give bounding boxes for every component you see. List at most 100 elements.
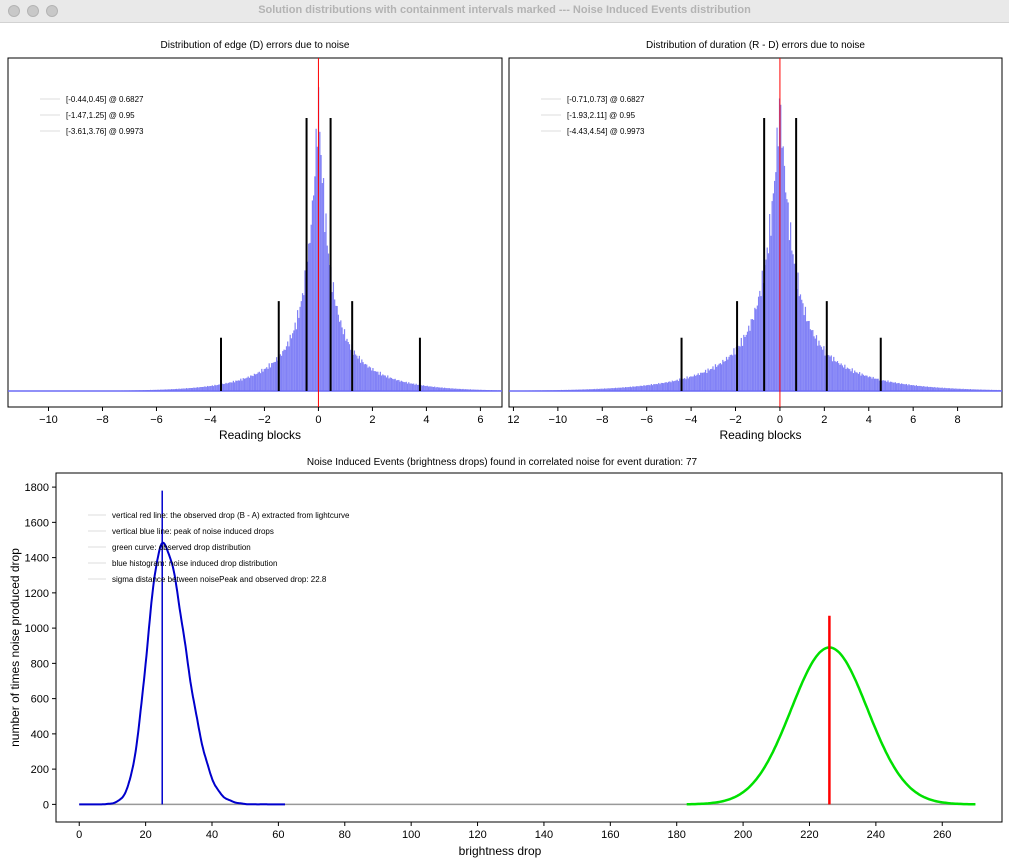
histogram-bin — [849, 369, 851, 391]
histogram-bin — [168, 389, 170, 391]
histogram-bin — [798, 296, 800, 391]
histogram-bin — [236, 380, 238, 391]
x-tick-label: −10 — [39, 414, 58, 426]
histogram-bin — [711, 368, 713, 391]
histogram-bin — [469, 389, 472, 391]
histogram-bin — [698, 375, 701, 391]
histogram-bin — [607, 388, 609, 391]
histogram-bin — [439, 387, 441, 391]
histogram-bin — [871, 378, 873, 391]
histogram-bin — [208, 386, 210, 391]
histogram-bin — [926, 386, 929, 391]
histogram-bin — [172, 389, 174, 391]
histogram-bin — [790, 222, 792, 391]
histogram-bin — [130, 390, 132, 391]
histogram-bin — [327, 253, 330, 391]
legend-entry: [-0.71,0.73] @ 0.6827 — [567, 95, 645, 104]
histogram-bin — [405, 381, 407, 391]
histogram-bin — [918, 385, 920, 391]
histogram-bin — [564, 389, 566, 391]
histogram-bin — [159, 389, 162, 391]
histogram-bin — [976, 389, 978, 391]
histogram-bin — [716, 366, 718, 391]
histogram-bin — [945, 388, 947, 391]
histogram-bin — [251, 375, 253, 391]
histogram-bin — [757, 296, 760, 391]
histogram-bin — [124, 390, 126, 391]
x-tick-label: 20 — [139, 829, 151, 841]
histogram-bin — [605, 388, 607, 391]
minimize-window-button[interactable] — [27, 5, 39, 17]
histogram-bin — [578, 389, 580, 391]
histogram-bin — [589, 389, 591, 391]
y-tick-label: 600 — [31, 694, 49, 706]
histogram-bin — [568, 389, 570, 391]
histogram-bin — [464, 389, 467, 391]
histogram-bin — [645, 385, 648, 391]
histogram-bin — [753, 319, 755, 391]
histogram-bin — [213, 386, 215, 391]
histogram-bin — [663, 383, 665, 391]
histogram-bin — [746, 331, 749, 391]
panel-1: Distribution of edge (D) errors due to n… — [7, 40, 503, 442]
histogram-bin — [629, 386, 632, 391]
histogram-bin — [981, 389, 983, 391]
histogram-bin — [424, 385, 426, 391]
histogram-bin — [497, 390, 499, 391]
histogram-bin — [432, 387, 435, 391]
histogram-bin — [385, 377, 388, 391]
histogram-bin — [153, 389, 155, 391]
histogram-bin — [966, 389, 968, 391]
histogram-bin — [494, 390, 496, 391]
histogram-bin — [769, 214, 771, 391]
legend-entry: sigma distance between noisePeak and obs… — [112, 575, 327, 584]
histogram-bin — [729, 354, 731, 391]
histogram-bin — [252, 376, 254, 391]
histogram-bin — [420, 385, 422, 391]
close-window-button[interactable] — [8, 5, 20, 17]
histogram-bin — [958, 388, 961, 391]
histogram-bin — [693, 374, 696, 391]
histogram-bin — [298, 317, 300, 391]
histogram-bin — [783, 165, 786, 391]
histogram-bin — [743, 334, 745, 391]
histogram-bin — [285, 346, 288, 391]
x-tick-label: −4 — [204, 414, 217, 426]
panel-title: Distribution of duration (R - D) errors … — [646, 40, 865, 51]
histogram-bin — [637, 386, 639, 391]
histogram-bin — [473, 389, 475, 391]
histogram-bin — [531, 390, 533, 391]
histogram-bin — [141, 390, 143, 391]
histogram-bin — [799, 294, 802, 391]
histogram-bin — [169, 389, 172, 391]
histogram-bin — [284, 349, 286, 391]
histogram-bin — [913, 385, 915, 391]
histogram-bin — [287, 341, 289, 391]
histogram-bin — [994, 389, 996, 391]
histogram-bin — [772, 193, 774, 391]
histogram-bin — [612, 388, 614, 391]
histogram-bin — [658, 382, 660, 391]
histogram-bin — [230, 382, 232, 391]
histogram-bin — [642, 386, 644, 391]
histogram-bin — [960, 388, 962, 391]
histogram-bin — [345, 340, 347, 391]
histogram-bin — [468, 389, 470, 391]
x-tick-label: −10 — [549, 414, 568, 426]
histogram-bin — [792, 254, 794, 391]
histogram-bin — [466, 389, 468, 391]
histogram-bin — [820, 346, 823, 391]
histogram-bin — [183, 388, 185, 391]
histogram-bin — [724, 361, 726, 391]
histogram-bin — [382, 374, 384, 391]
histogram-bin — [707, 368, 709, 391]
histogram-bin — [843, 367, 845, 391]
x-tick-label: 0 — [315, 414, 321, 426]
histogram-bin — [876, 378, 878, 391]
histogram-bin — [126, 390, 128, 391]
histogram-bin — [204, 386, 206, 391]
histogram-bin — [320, 155, 322, 391]
zoom-window-button[interactable] — [46, 5, 58, 17]
histogram-bin — [400, 380, 402, 391]
histogram-bin — [878, 380, 880, 391]
